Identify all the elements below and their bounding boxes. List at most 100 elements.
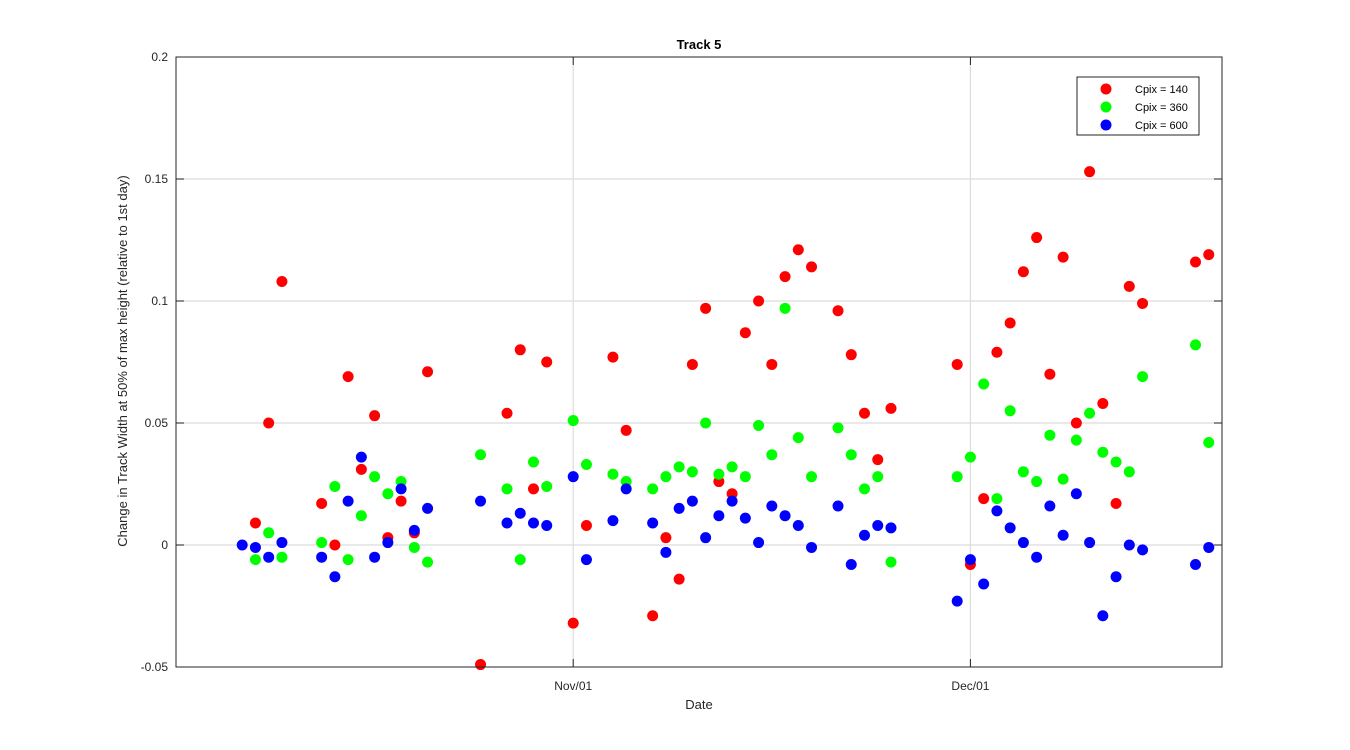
data-point: [1097, 446, 1109, 458]
x-tick-label: Nov/01: [554, 679, 592, 693]
data-point: [514, 554, 526, 566]
y-tick-label: 0: [161, 538, 168, 552]
data-point: [686, 358, 698, 370]
data-point: [885, 402, 897, 414]
data-point: [395, 495, 407, 507]
data-point: [263, 417, 275, 429]
y-tick-label: 0.15: [145, 172, 169, 186]
data-point: [329, 539, 341, 551]
data-point: [316, 498, 328, 510]
data-point: [422, 502, 434, 514]
data-point: [541, 519, 553, 531]
data-point: [1070, 417, 1082, 429]
data-point: [806, 471, 818, 483]
data-point: [369, 471, 381, 483]
data-point: [686, 495, 698, 507]
data-point: [739, 471, 751, 483]
data-point: [859, 483, 871, 495]
data-point: [1031, 476, 1043, 488]
data-point: [792, 519, 804, 531]
data-point: [964, 451, 976, 463]
data-point: [1057, 473, 1069, 485]
data-point: [753, 419, 765, 431]
data-point: [329, 571, 341, 583]
data-point: [249, 554, 261, 566]
data-point: [700, 417, 712, 429]
data-point: [369, 551, 381, 563]
data-point: [567, 471, 579, 483]
data-point: [607, 351, 619, 363]
data-point: [501, 483, 513, 495]
data-point: [1123, 539, 1135, 551]
data-point: [1004, 405, 1016, 417]
data-point: [700, 302, 712, 314]
data-point: [806, 261, 818, 273]
data-point: [1097, 610, 1109, 622]
data-point: [1031, 551, 1043, 563]
data-point: [1084, 537, 1096, 549]
data-point: [1070, 488, 1082, 500]
data-point: [475, 495, 487, 507]
data-point: [527, 456, 539, 468]
data-point: [1137, 544, 1149, 556]
data-point: [580, 554, 592, 566]
data-point: [541, 356, 553, 368]
data-point: [355, 510, 367, 522]
data-point: [1190, 339, 1202, 351]
y-tick-label: -0.05: [141, 660, 169, 674]
data-point: [1110, 498, 1122, 510]
data-point: [872, 471, 884, 483]
legend-marker: [1100, 101, 1112, 113]
data-point: [951, 358, 963, 370]
data-point: [249, 517, 261, 529]
data-point: [276, 537, 288, 549]
data-point: [1110, 571, 1122, 583]
data-point: [422, 556, 434, 568]
y-tick-label: 0.2: [151, 50, 168, 64]
data-point: [1097, 397, 1109, 409]
data-point: [276, 551, 288, 563]
data-point: [739, 327, 751, 339]
data-point: [620, 424, 632, 436]
data-point: [342, 554, 354, 566]
data-point: [1044, 500, 1056, 512]
data-point: [580, 519, 592, 531]
data-point: [1123, 466, 1135, 478]
data-point: [660, 532, 672, 544]
data-point: [1004, 317, 1016, 329]
data-point: [1084, 166, 1096, 178]
data-point: [766, 449, 778, 461]
data-point: [753, 537, 765, 549]
data-point: [580, 458, 592, 470]
legend-marker: [1100, 83, 1112, 95]
data-point: [832, 422, 844, 434]
chart-title: Track 5: [677, 37, 722, 52]
data-point: [1110, 456, 1122, 468]
data-point: [792, 432, 804, 444]
data-point: [845, 449, 857, 461]
data-point: [355, 451, 367, 463]
data-point: [673, 573, 685, 585]
data-point: [991, 493, 1003, 505]
data-point: [1004, 522, 1016, 534]
legend-label: Cpix = 600: [1135, 120, 1188, 132]
data-point: [316, 537, 328, 549]
plot-frame: [175, 56, 1223, 668]
data-point: [872, 519, 884, 531]
data-point: [1017, 537, 1029, 549]
data-point: [713, 468, 725, 480]
data-point: [329, 480, 341, 492]
data-point: [355, 463, 367, 475]
data-point: [806, 541, 818, 553]
data-point: [514, 507, 526, 519]
data-point: [1137, 297, 1149, 309]
data-point: [1084, 407, 1096, 419]
data-point: [686, 466, 698, 478]
data-point: [792, 244, 804, 256]
data-point: [859, 407, 871, 419]
data-point: [567, 415, 579, 427]
data-point: [1203, 249, 1215, 261]
data-point: [527, 517, 539, 529]
y-tick-label: 0.05: [145, 416, 169, 430]
data-point: [1190, 256, 1202, 268]
